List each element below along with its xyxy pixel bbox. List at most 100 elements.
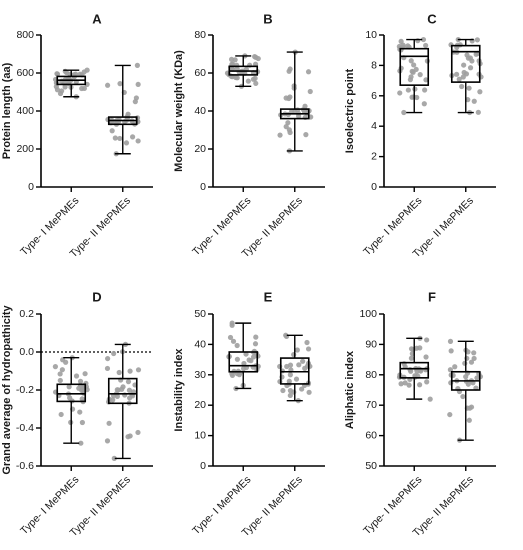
data-point — [127, 433, 133, 439]
y-axis-label: Molecular weight (KDa) — [173, 50, 185, 172]
data-point — [287, 94, 293, 100]
data-point — [104, 438, 111, 444]
data-point — [79, 85, 85, 92]
y-tick-label: 60 — [365, 430, 377, 442]
y-axis-label: Aliphatic index — [344, 350, 356, 429]
data-point — [408, 58, 414, 64]
data-point — [52, 364, 59, 370]
data-point — [129, 134, 136, 140]
data-point — [252, 54, 258, 60]
data-point — [106, 420, 112, 426]
data-point — [462, 360, 468, 366]
data-point — [112, 135, 118, 141]
data-point — [78, 440, 84, 446]
data-point — [234, 342, 240, 349]
data-point — [105, 355, 111, 362]
data-point — [77, 409, 83, 415]
data-point — [125, 111, 131, 117]
data-point — [447, 338, 454, 344]
data-point — [62, 84, 68, 90]
y-tick-label: 0 — [28, 181, 34, 193]
data-point — [123, 140, 130, 146]
data-point — [250, 354, 257, 360]
data-point — [305, 346, 312, 352]
data-point — [468, 359, 475, 365]
y-tick-label: 70 — [365, 399, 377, 411]
data-point — [229, 66, 236, 72]
panel-letter: B — [263, 12, 272, 27]
iqr-box — [228, 351, 259, 373]
data-point — [307, 88, 313, 95]
data-point — [73, 71, 79, 77]
data-point — [291, 352, 297, 358]
data-point — [477, 89, 483, 95]
y-tick-label: -0.2 — [16, 384, 34, 396]
data-point — [461, 62, 467, 68]
data-point — [109, 128, 115, 134]
y-axis-label: Grand average of hydropathicity — [1, 304, 13, 474]
y-axis-label: Instability index — [173, 348, 185, 432]
iqr-box — [450, 44, 481, 83]
data-point — [293, 376, 300, 382]
data-point — [285, 120, 291, 126]
data-point — [250, 76, 257, 82]
data-point — [402, 380, 408, 386]
data-point — [296, 362, 302, 368]
data-point — [277, 132, 283, 138]
y-tick-label: 8 — [371, 59, 377, 71]
data-point — [415, 38, 421, 44]
panel-letter: C — [427, 12, 437, 27]
data-point — [252, 341, 259, 347]
data-point — [460, 393, 466, 400]
y-tick-label: 40 — [194, 105, 206, 117]
data-point — [299, 386, 305, 392]
y-tick-label: 100 — [359, 308, 377, 320]
data-point — [59, 78, 65, 84]
data-point — [284, 363, 290, 370]
data-point — [424, 337, 430, 343]
box-type-ii — [277, 49, 314, 154]
data-point — [283, 333, 290, 339]
y-axis-label: Protein length (aa) — [1, 62, 13, 159]
data-point — [398, 381, 404, 387]
data-point — [135, 429, 141, 436]
box-type-i — [52, 67, 90, 100]
data-point — [471, 355, 477, 362]
data-point — [57, 371, 63, 377]
data-point — [424, 58, 430, 64]
y-tick-label: 20 — [194, 399, 206, 411]
panel-letter: D — [92, 290, 101, 305]
y-tick-label: 800 — [16, 29, 34, 41]
panel-d: D -0.6 -0.4 -0.2 0.0 0.2 Grand average of hydr… — [1, 290, 153, 539]
data-point — [230, 338, 237, 344]
data-point — [245, 78, 251, 84]
data-point — [397, 90, 403, 96]
data-point — [135, 367, 142, 373]
y-tick-label: 0.0 — [19, 346, 34, 358]
data-point — [104, 365, 111, 372]
y-tick-label: 0 — [200, 460, 206, 472]
data-point — [111, 350, 117, 357]
y-tick-label: 90 — [365, 338, 377, 350]
box-type-i — [226, 320, 261, 392]
data-point — [448, 348, 454, 354]
box-type-ii — [448, 36, 484, 116]
data-point — [467, 65, 474, 71]
data-point — [410, 346, 416, 353]
data-point — [241, 360, 247, 367]
data-point — [471, 98, 477, 104]
data-point — [57, 377, 63, 384]
box-type-ii — [104, 341, 142, 461]
box-type-ii — [105, 62, 141, 157]
y-tick-label: 10 — [365, 29, 377, 41]
data-point — [114, 387, 120, 393]
data-point — [127, 368, 133, 374]
box-type-i — [224, 53, 261, 89]
data-point — [105, 82, 111, 88]
data-point — [133, 95, 139, 101]
data-point — [294, 347, 300, 353]
data-point — [111, 455, 117, 461]
